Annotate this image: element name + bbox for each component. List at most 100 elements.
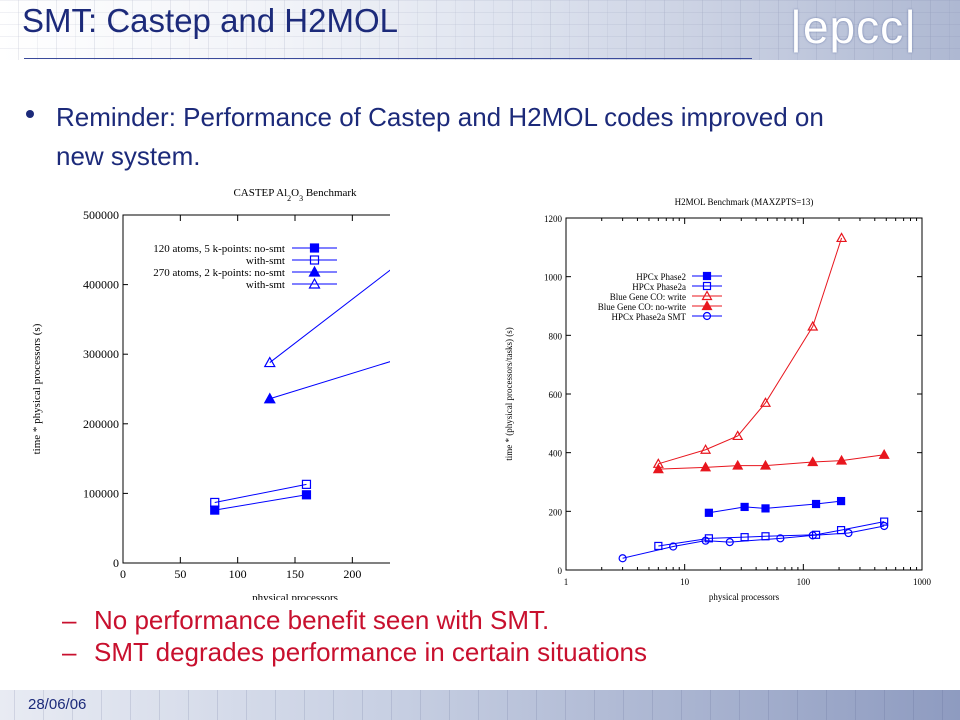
footer-texture (0, 690, 960, 720)
y-tick-label: 400 (549, 449, 563, 459)
data-point (807, 456, 819, 467)
header-texture (0, 0, 960, 60)
data-point (210, 497, 220, 508)
data-point (704, 508, 713, 517)
legend-label: with-smt (246, 279, 285, 291)
data-point (878, 448, 890, 459)
legend-label: HPCx Phase2 (636, 272, 686, 282)
legend-label: HPCx Phase2a SMT (611, 312, 686, 322)
series-line (622, 525, 885, 559)
y-tick-label: 1000 (544, 273, 563, 283)
y-tick-label: 200000 (83, 417, 119, 431)
legend-marker (702, 311, 712, 321)
sub-point-text: No performance benefit seen with SMT. (94, 605, 550, 635)
y-tick-label: 0 (113, 556, 119, 570)
legend-marker (701, 300, 713, 311)
legend-marker (309, 255, 320, 265)
plot-frame (565, 217, 923, 571)
x-tick-label: 50 (174, 567, 186, 581)
legend-marker (309, 243, 320, 253)
x-axis-label: physical processors (709, 592, 780, 602)
data-point (811, 499, 821, 509)
data-point (654, 541, 663, 551)
legend-marker (308, 277, 321, 289)
y-axis-label: time * (physical processors/tasks) (s) (504, 327, 514, 460)
h2mol-chart: H2MOL Benchmark (MAXZPTS=13) 0 200 400 600 80… (504, 197, 932, 602)
series-line (269, 269, 390, 363)
y-tick-label: 100000 (83, 486, 119, 500)
series-line (658, 521, 885, 547)
legend-label: HPCx Phase2a (632, 282, 686, 292)
data-point (759, 397, 772, 407)
legend-label: with-smt (246, 255, 285, 267)
x-tick-label: 100 (797, 577, 811, 587)
legend-label: 270 atoms, 2 k-points: no-smt (153, 267, 285, 279)
x-tick-label: 0 (120, 567, 126, 581)
y-tick-label: 600 (549, 390, 563, 400)
epcc-logo: |epcc| (790, 1, 918, 53)
legend-marker (308, 265, 321, 277)
y-tick-label: 500000 (83, 208, 119, 222)
y-tick-label: 400000 (83, 278, 119, 292)
y-tick-label: 200 (549, 507, 563, 517)
data-point (301, 490, 312, 500)
chart-title: CASTEP Al2O3 Benchmark (233, 187, 357, 203)
data-point (732, 459, 744, 470)
series-line (214, 494, 307, 511)
data-point (732, 430, 744, 441)
y-tick-label: 0 (558, 566, 563, 576)
data-point (669, 542, 678, 551)
sub-point-1: – No performance benefit seen with SMT. (62, 605, 549, 636)
slide-date: 28/06/06 (28, 696, 87, 713)
data-point (210, 505, 220, 515)
legend-marker (701, 290, 713, 301)
data-point (618, 554, 627, 563)
x-tick-label: 150 (286, 567, 304, 581)
series-line (269, 361, 390, 400)
series-line (708, 500, 842, 514)
chart-title: H2MOL Benchmark (MAXZPTS=13) (675, 197, 814, 207)
data-point (836, 454, 848, 465)
data-point (759, 459, 772, 470)
data-point (808, 531, 817, 540)
title-underline (24, 58, 752, 59)
dash-icon: – (62, 605, 77, 635)
sub-point-2: – SMT degrades performance in certain sit… (62, 637, 647, 668)
header-bar (0, 0, 960, 60)
data-point (776, 534, 785, 543)
series-line (658, 237, 843, 465)
data-point (725, 538, 734, 547)
data-point (263, 392, 276, 404)
data-point (836, 232, 848, 243)
x-tick-label: 1 (564, 577, 569, 587)
footer-bar (0, 690, 960, 720)
castep-chart: CASTEP Al2O3 Benchmark 0 100000 200000 30000… (31, 187, 390, 600)
x-axis-label: physical processors (252, 592, 338, 600)
data-point (700, 444, 712, 454)
series-line (658, 454, 885, 470)
legend-label: Blue Gene CO: write (610, 292, 686, 302)
slide-title: SMT: Castep and H2MOL (22, 2, 398, 39)
dash-icon: – (62, 637, 77, 667)
data-point (701, 536, 710, 545)
data-point (807, 320, 819, 331)
legend-marker (702, 271, 712, 281)
bullet-text: Reminder: Performance of Castep and H2MO… (56, 102, 824, 171)
y-tick-label: 1200 (544, 214, 563, 224)
x-tick-label: 100 (229, 567, 247, 581)
data-point (301, 479, 312, 489)
legend-marker (702, 281, 712, 291)
data-point (844, 528, 853, 538)
data-point (700, 461, 712, 472)
data-point (740, 502, 749, 512)
data-point (880, 517, 889, 526)
x-tick-label: 1000 (913, 577, 932, 587)
data-point (836, 496, 846, 506)
bullet-icon (26, 110, 34, 118)
sub-point-text: SMT degrades performance in certain situ… (94, 637, 648, 667)
x-tick-label: 200 (343, 567, 361, 581)
y-tick-label: 300000 (83, 347, 119, 361)
y-axis-label: time * physical processors (s) (31, 323, 43, 454)
data-point (880, 521, 889, 531)
x-tick-label: 10 (680, 577, 690, 587)
